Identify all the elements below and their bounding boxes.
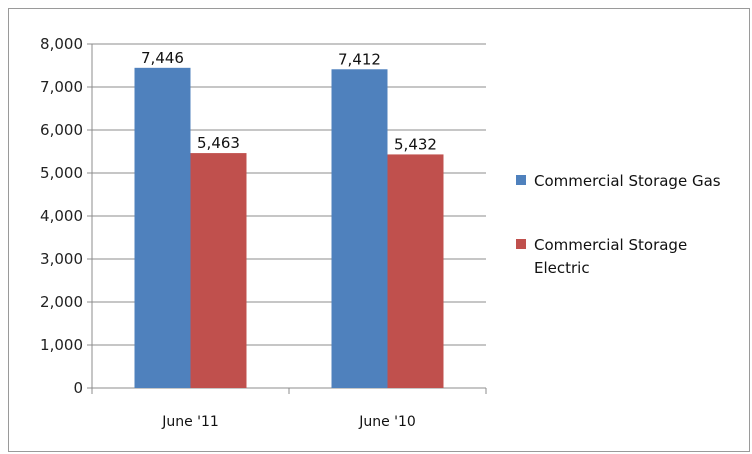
legend-label: Commercial Storage (534, 236, 687, 254)
y-tick-label: 8,000 (40, 35, 83, 53)
y-tick-label: 5,000 (40, 164, 83, 182)
x-category-label: June '11 (161, 414, 219, 430)
y-tick-label: 2,000 (40, 293, 83, 311)
data-label: 5,463 (197, 134, 240, 152)
bar (387, 154, 444, 388)
y-tick-label: 1,000 (40, 336, 83, 354)
bar (190, 153, 247, 388)
y-tick-label: 6,000 (40, 121, 83, 139)
bar (134, 67, 191, 389)
data-label: 7,446 (141, 49, 184, 67)
x-category-label: June '10 (358, 414, 416, 430)
y-tick-label: 3,000 (40, 250, 83, 268)
y-tick-label: 4,000 (40, 207, 83, 225)
legend-label: Commercial Storage Gas (534, 172, 721, 190)
bar (331, 69, 388, 388)
data-label: 5,432 (394, 135, 437, 153)
legend-swatch (516, 175, 526, 185)
legend-label: Electric (534, 259, 590, 277)
y-tick-label: 0 (73, 379, 83, 397)
data-label: 7,412 (338, 50, 381, 68)
y-tick-label: 7,000 (40, 78, 83, 96)
legend-swatch (516, 239, 526, 249)
